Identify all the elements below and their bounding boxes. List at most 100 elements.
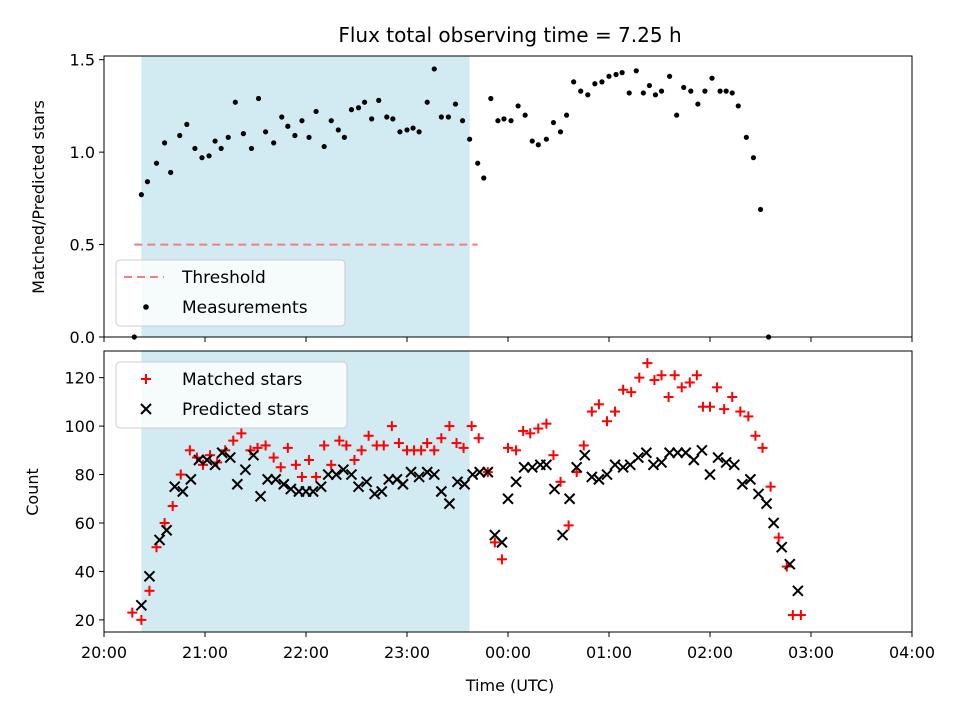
cross-b: [570, 461, 583, 473]
matched-point: [750, 430, 761, 441]
measurement-point: [361, 99, 368, 105]
cross-b: [720, 456, 732, 469]
measurement-point: [688, 88, 694, 94]
cross-b: [496, 536, 508, 549]
predicted-point: [307, 485, 319, 498]
matched-point: [555, 476, 566, 487]
ratio-panel: 0.0 0.5 1.0 1.5 Flux total observing time =…: [29, 23, 913, 347]
matched-point: [349, 455, 360, 466]
predicted-point: [655, 456, 668, 469]
y-tick-label: 0.5: [70, 236, 95, 255]
cross-b: [345, 468, 358, 481]
measurement-point: [723, 88, 729, 94]
cross-b: [767, 517, 780, 529]
measurement-point: [248, 145, 255, 152]
predicted-point: [482, 466, 494, 478]
cross-b: [712, 451, 724, 464]
predicted-point: [315, 480, 327, 493]
cross-b: [443, 497, 456, 510]
predicted-point: [696, 444, 708, 457]
y-tick-label: 80: [75, 466, 95, 485]
measurement-point: [717, 88, 723, 94]
measurement-point: [633, 68, 639, 74]
predicted-point: [435, 485, 448, 498]
measurement-point: [438, 114, 444, 120]
matched-point: [712, 382, 723, 393]
cross-b: [728, 459, 740, 471]
cross-b: [563, 493, 576, 505]
predicted-point: [413, 471, 425, 483]
matched-point: [205, 450, 216, 461]
matched-point: [626, 387, 637, 398]
cross-b: [792, 585, 804, 597]
matched-point: [378, 440, 389, 451]
matched-point: [228, 435, 239, 446]
matched-point: [386, 421, 397, 432]
measurement-point: [285, 123, 291, 129]
matched-point: [610, 406, 621, 417]
count-x-axis-label: Time (UTC): [465, 676, 554, 695]
cross-b: [239, 463, 252, 476]
matched-point: [773, 532, 784, 543]
y-tick-label: 100: [64, 417, 95, 436]
matched-point: [282, 442, 293, 453]
predicted-point: [330, 468, 343, 481]
predicted-point: [421, 466, 433, 478]
count-y-ticks: 20 40 60 80 100 120: [64, 369, 104, 630]
cross-b: [143, 570, 156, 582]
cross-b: [224, 451, 236, 464]
predicted-point: [736, 478, 749, 490]
measurement-point: [306, 134, 312, 140]
measurement-point: [550, 119, 557, 126]
cross-b: [632, 451, 644, 464]
predicted-point: [601, 468, 613, 481]
predicted-point: [609, 459, 621, 471]
matched-point: [275, 462, 286, 473]
measurement-point: [424, 99, 430, 105]
measurement-point: [599, 79, 605, 85]
matched-legend-label: Matched stars: [182, 370, 302, 390]
cross-b: [458, 478, 471, 490]
matched-point: [184, 445, 195, 456]
predicted-point: [345, 468, 358, 481]
matched-point: [563, 520, 574, 531]
measurement-point: [452, 101, 459, 107]
measurement-point: [606, 73, 612, 79]
predicted-legend-marker: [140, 403, 152, 415]
cross-b: [135, 599, 148, 612]
matched-point: [341, 440, 352, 451]
predicted-point: [712, 451, 724, 464]
matched-point: [618, 384, 629, 395]
cross-b: [330, 468, 343, 481]
cross-b: [617, 461, 629, 473]
measurement-point: [488, 95, 494, 102]
cross-b: [704, 468, 716, 481]
x-tick-label: 23:00: [384, 643, 430, 662]
predicted-point: [526, 461, 538, 473]
cross-b: [337, 463, 350, 476]
matched-point: [727, 392, 738, 403]
y-tick-label: 60: [75, 514, 95, 533]
measurement-point: [376, 97, 382, 103]
measurements-series: [131, 66, 772, 340]
measurement-point: [168, 169, 174, 176]
cross-b: [201, 454, 213, 466]
matched-point: [578, 440, 589, 451]
measurement-point: [557, 129, 564, 135]
measurement-point: [341, 134, 347, 140]
predicted-point: [239, 463, 252, 476]
matched-point: [593, 399, 604, 410]
measurement-point: [299, 118, 305, 124]
measurement-point: [709, 75, 715, 81]
cross-b: [413, 471, 425, 483]
measurement-point: [522, 112, 528, 118]
predicted-point: [540, 459, 553, 471]
measurement-point: [153, 160, 160, 166]
measurement-point: [199, 155, 205, 161]
predicted-point: [247, 449, 260, 461]
x-tick-label: 01:00: [586, 643, 632, 662]
cross-b: [278, 478, 290, 490]
measurement-point: [313, 108, 319, 115]
predicted-point: [360, 476, 373, 488]
